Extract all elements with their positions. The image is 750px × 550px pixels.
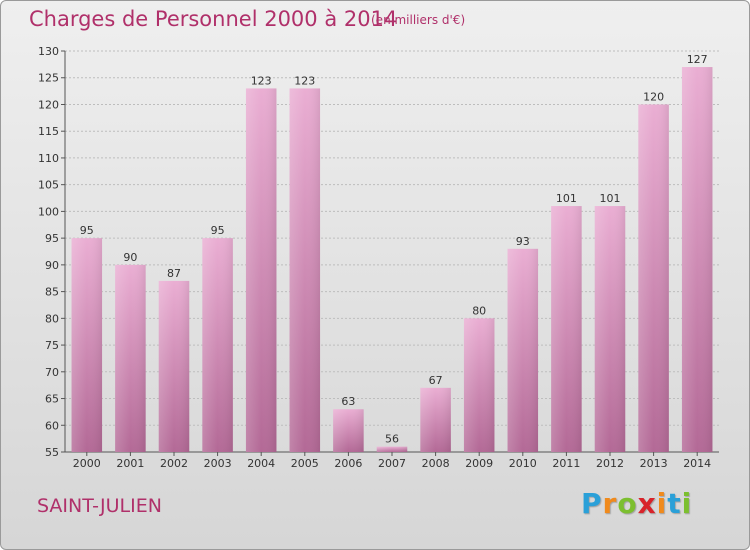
y-tick-label: 65 [45,393,59,406]
bar-shade [202,238,233,452]
x-tick-label: 2003 [204,457,232,470]
logo-letter: i [656,487,668,520]
bar-shade [551,206,582,452]
bar-shade [420,387,451,452]
bar-shade [245,88,277,452]
bar-value-label: 101 [600,192,621,205]
logo-letter: i [681,487,693,520]
x-tick-label: 2000 [73,457,101,470]
y-tick-label: 100 [38,205,59,218]
bar-shade [507,248,539,452]
y-tick-label: 95 [45,232,59,245]
bar-shade [681,67,713,452]
x-tick-label: 2012 [596,457,624,470]
bar-shade [638,104,669,452]
logo-letter: o [617,487,638,520]
x-tick-label: 2010 [509,457,537,470]
x-tick-label: 2001 [116,457,144,470]
x-tick-label: 2002 [160,457,188,470]
bars: 95 90 87 95 123 123 63 56 67 80 93 101 101 120 127 [71,53,713,452]
y-tick-label: 55 [45,446,59,459]
bar-value-label: 56 [385,433,399,446]
bar-value-label: 123 [294,74,315,87]
bar-value-label: 63 [341,395,355,408]
x-tick-label: 2006 [334,457,362,470]
x-tick-label: 2014 [683,457,711,470]
x-tick-label: 2008 [422,457,450,470]
x-tick-label: 2007 [378,457,406,470]
bar-value-label: 95 [80,224,94,237]
y-tick-label: 125 [38,72,59,85]
y-tick-label: 110 [38,152,59,165]
commune-name: SAINT-JULIEN [37,495,162,517]
bar-shade [289,88,321,452]
bar-value-label: 127 [687,53,708,66]
bar-shade [463,318,495,452]
proxiti-logo: Proxiti [581,487,692,520]
chart-subtitle: (en milliers d'€) [371,13,466,27]
bar-shade [333,409,364,452]
y-tick-label: 75 [45,339,59,352]
bar-shade [158,280,190,452]
bar-value-label: 95 [211,224,225,237]
x-tick-label: 2013 [640,457,668,470]
y-tick-label: 115 [38,125,59,138]
y-tick-label: 90 [45,259,59,272]
bar-shade [376,446,408,452]
y-tick-label: 80 [45,312,59,325]
x-tick-label: 2005 [291,457,319,470]
y-tick-label: 70 [45,366,59,379]
y-tick-label: 85 [45,286,59,299]
x-tick-label: 2011 [552,457,580,470]
logo-letter: x [637,487,657,520]
bar-shade [115,264,146,452]
bar-value-label: 67 [429,374,443,387]
x-tick-label: 2004 [247,457,275,470]
y-tick-label: 105 [38,179,59,192]
bar-value-label: 101 [556,192,577,205]
logo-letter: P [581,487,603,520]
bar-value-label: 80 [472,304,486,317]
chart-title: Charges de Personnel 2000 à 2014 [29,7,398,31]
bar-value-label: 123 [251,74,272,87]
bar-value-label: 87 [167,267,181,280]
bar-value-label: 93 [516,235,530,248]
bar-value-label: 90 [123,251,137,264]
y-tick-label: 120 [38,98,59,111]
bar-shade [594,206,626,452]
bar-shade [71,238,103,452]
logo-letter: t [667,487,682,520]
y-tick-label: 130 [38,45,59,58]
x-tick-label: 2009 [465,457,493,470]
logo-letter: r [602,487,618,520]
bar-value-label: 120 [643,90,664,103]
y-tick-label: 60 [45,419,59,432]
